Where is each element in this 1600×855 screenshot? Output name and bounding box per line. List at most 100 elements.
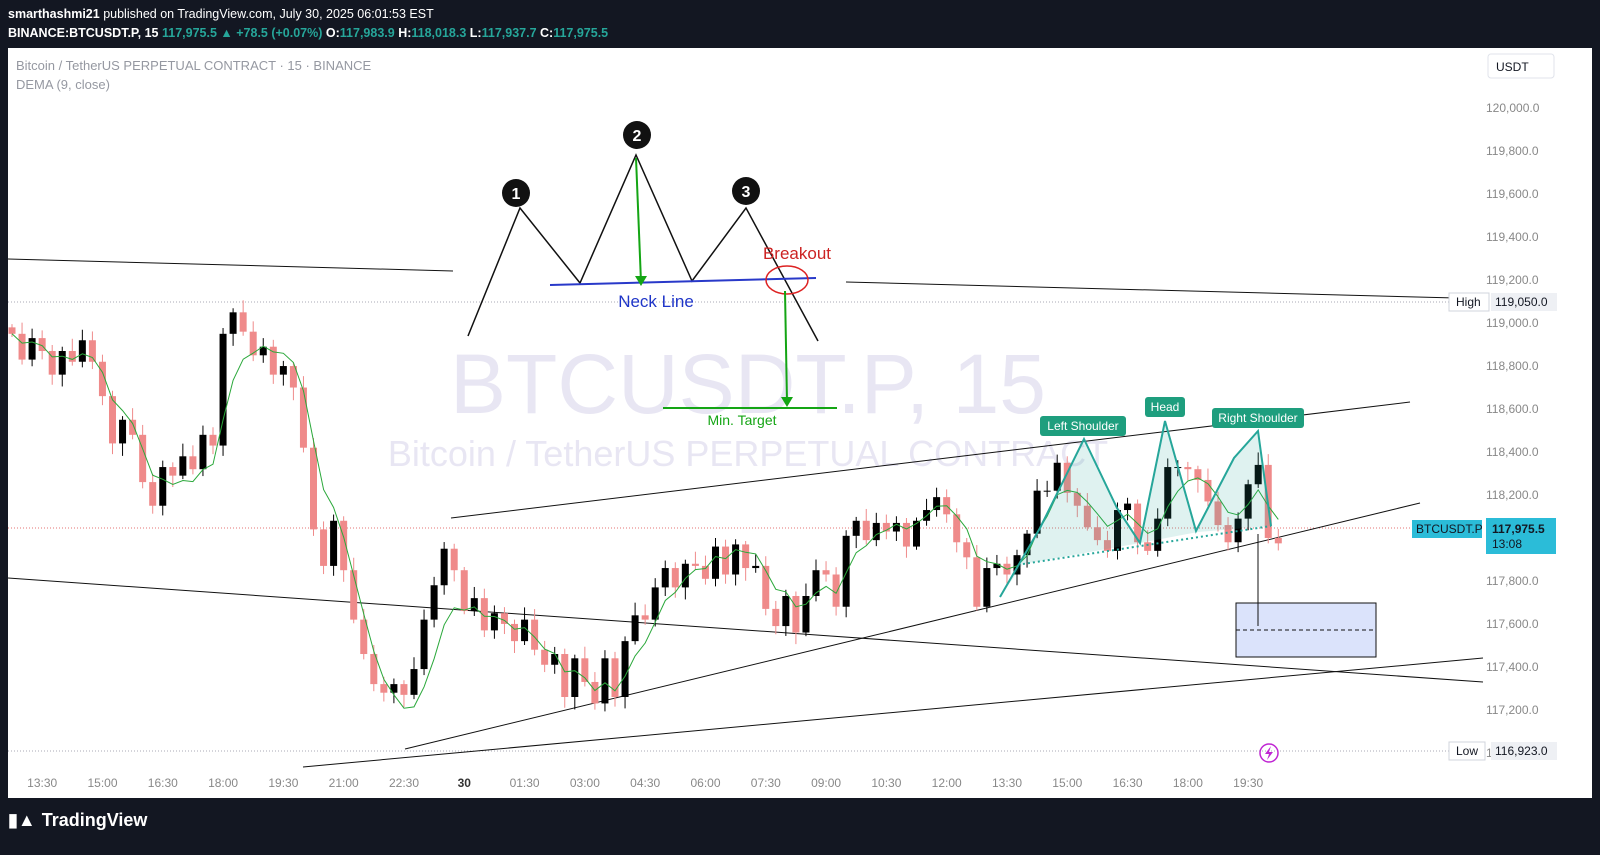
- chart-area[interactable]: BTCUSDT.P, 15 Bitcoin / TetherUS PERPETU…: [7, 48, 1592, 798]
- published-text: published on TradingView.com, July 30, 2…: [103, 7, 434, 21]
- candle: [38, 330, 46, 360]
- schematic-neckline[interactable]: [549, 277, 817, 286]
- time-tick-label: 03:00: [570, 776, 600, 790]
- candle: [772, 600, 780, 635]
- time-tick-label: 07:30: [751, 776, 781, 790]
- candle: [330, 514, 338, 576]
- low-tag-value: 116,923.0: [1495, 744, 1548, 758]
- time-tick-label: 09:00: [811, 776, 841, 790]
- author-name[interactable]: smarthashmi21: [8, 7, 100, 21]
- candle: [1184, 461, 1192, 481]
- open-value: 117,983.9: [339, 26, 395, 40]
- tradingview-logo-icon: ▮▲: [8, 810, 36, 830]
- candle: [420, 609, 428, 676]
- candle: [993, 554, 1001, 576]
- candle: [1274, 528, 1282, 551]
- candle: [1124, 497, 1132, 521]
- candle: [28, 328, 36, 367]
- price-tick-label: 119,400.0: [1486, 230, 1539, 244]
- candle: [551, 646, 559, 674]
- time-axis[interactable]: 13:30 15:00 16:30 18:00 19:30 21:00 22:30 30 01:…: [27, 776, 1263, 790]
- candle: [430, 576, 438, 628]
- symbol-interval: BINANCE:BTCUSDT.P, 15: [8, 26, 159, 40]
- candle: [48, 344, 56, 385]
- head-shoulders-outline[interactable]: [999, 420, 1272, 598]
- high-value: 118,018.3: [411, 26, 467, 40]
- candle: [611, 651, 619, 707]
- candle: [953, 508, 961, 553]
- candlestick-chart[interactable]: BTCUSDT.P, 15 Bitcoin / TetherUS PERPETU…: [7, 48, 1592, 798]
- candle: [631, 602, 639, 645]
- candle: [792, 591, 800, 645]
- candle: [229, 308, 237, 346]
- candle: [1154, 508, 1162, 557]
- candle: [370, 644, 378, 692]
- high-marker: High 119,050.0: [1448, 292, 1557, 312]
- price-tick-label: 120,000.0: [1486, 101, 1540, 115]
- candle: [581, 646, 589, 687]
- candle: [802, 583, 810, 637]
- candle: [1204, 468, 1212, 507]
- candle: [752, 554, 760, 573]
- candle: [149, 473, 157, 514]
- low-marker: Low 116,923.0: [1448, 741, 1557, 761]
- candle: [1164, 458, 1172, 527]
- candle: [1033, 479, 1041, 539]
- time-tick-label: 13:30: [992, 776, 1022, 790]
- price-tick-label: 117,200.0: [1486, 703, 1539, 717]
- candle: [440, 542, 448, 595]
- candle: [762, 556, 770, 616]
- height-arrow: [635, 157, 642, 283]
- trendline-upper-right[interactable]: [845, 281, 1457, 299]
- candle: [742, 540, 750, 581]
- time-tick-label: 18:00: [1173, 776, 1203, 790]
- candle: [279, 360, 287, 386]
- time-tick-label: 21:00: [329, 776, 359, 790]
- price-tick-label: 119,800.0: [1486, 144, 1539, 158]
- trendline-descending[interactable]: [7, 577, 1484, 683]
- target-arrow: [784, 290, 788, 403]
- tradingview-logo[interactable]: ▮▲ TradingView: [8, 810, 147, 831]
- low-tag-label: Low: [1456, 744, 1478, 758]
- candle: [621, 636, 629, 709]
- left-shoulder-label: Left Shoulder: [1040, 416, 1126, 436]
- right-shoulder-text: Right Shoulder: [1218, 411, 1297, 425]
- head-shoulders-fill: [1000, 421, 1271, 597]
- watermark-symbol: BTCUSDT.P, 15: [450, 337, 1046, 431]
- hs-neckline[interactable]: [1022, 525, 1272, 565]
- price-tick-label: 117,400.0: [1486, 660, 1539, 674]
- trendline-upper-left[interactable]: [7, 258, 454, 272]
- currency-button[interactable]: USDT: [1487, 53, 1555, 79]
- change-value: ▲ +78.5 (+0.07%): [220, 26, 323, 40]
- candle: [892, 516, 900, 541]
- candle: [641, 604, 649, 625]
- candle: [661, 560, 669, 596]
- time-tick-label: 01:30: [510, 776, 540, 790]
- time-tick-label: 15:00: [87, 776, 117, 790]
- candle: [139, 424, 147, 489]
- trendline-ascending-lower[interactable]: [302, 657, 1484, 768]
- candle: [1144, 530, 1152, 555]
- breakout-circle: [765, 265, 809, 295]
- candle: [68, 338, 76, 366]
- price-axis[interactable]: 117,000.0117,200.0117,400.0117,600.0117,…: [1486, 101, 1540, 760]
- channel-support-line[interactable]: [404, 502, 1421, 750]
- candle: [1043, 480, 1051, 497]
- price-tick-label: 118,600.0: [1486, 402, 1539, 416]
- high-tag-label: High: [1456, 295, 1481, 309]
- candle: [189, 445, 197, 475]
- candle: [712, 537, 719, 587]
- candle: [1224, 517, 1232, 551]
- candle: [320, 521, 328, 575]
- lightning-icon[interactable]: [1259, 743, 1279, 763]
- pattern-schematic[interactable]: [467, 153, 819, 342]
- legend-title: Bitcoin / TetherUS PERPETUAL CONTRACT · …: [16, 58, 372, 73]
- time-tick-label: 04:30: [630, 776, 660, 790]
- candle: [289, 362, 297, 401]
- watermark-description: Bitcoin / TetherUS PERPETUAL CONTRACT: [388, 433, 1108, 474]
- close-value: 117,975.5: [553, 26, 609, 40]
- candle: [199, 425, 207, 477]
- time-tick-label: 16:30: [1113, 776, 1143, 790]
- candle: [1234, 512, 1242, 553]
- time-tick-label: 18:00: [208, 776, 238, 790]
